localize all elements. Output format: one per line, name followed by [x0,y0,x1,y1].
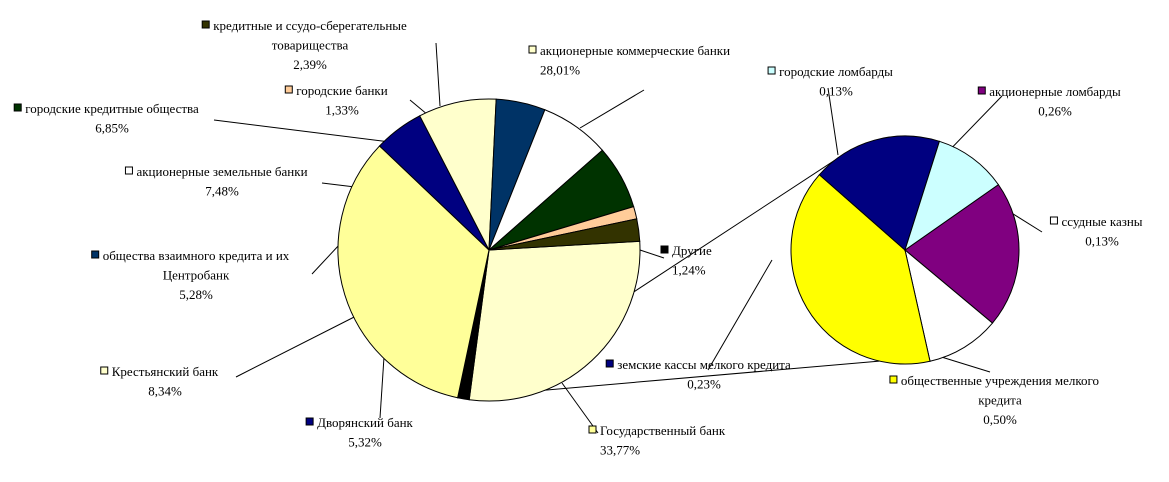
main-slice-кредитные-и-ссудо-сберегательные [488,218,641,251]
main-value-городские-банки: 1,33% [325,103,359,118]
secondary-leader-общественные-учреждения-мелкого [934,354,991,373]
main-value-общества-взаимного-кредита-и-их: 5,28% [179,287,213,302]
main-label-городские-банки: городские банки [296,83,387,98]
secondary-label-общественные-учреждения-мелкого: кредита [978,393,1022,408]
main-slice-акционерные-коммерческие-банки [468,240,641,402]
main-slice-государственный-банк [337,145,490,399]
main-value-государственный-банк: 33,77% [600,443,640,458]
main-value-крестьянский-банк: 8,34% [148,384,182,399]
secondary-leader-земские-кассы-мелкого-кредита [707,259,773,371]
main-value-дворянский-банк: 5,32% [348,435,382,450]
main-swatch-дворянский-банк [305,417,314,426]
main-label-акционерные-коммерческие-банки: акционерные коммерческие банки [540,43,730,58]
main-leader-акционерные-коммерческие-банки [579,89,645,129]
secondary-pie [790,135,1020,365]
secondary-label-ссудные-казны: ссудные казны [1061,214,1142,229]
main-swatch-крестьянский-банк [100,366,109,375]
main-leader-акционерные-земельные-банки [321,182,356,188]
main-label-кредитные-и-ссудо-сберегательные: кредитные и ссудо-сберегательные [213,18,407,33]
secondary-label-земские-кассы-мелкого-кредита: земские кассы мелкого кредита [617,357,791,372]
secondary-swatch-общественные-учреждения-мелкого [889,375,898,384]
secondary-value-акционерные-ломбарды: 0,26% [1038,104,1072,119]
main-label-другие: Другие [672,243,712,258]
main-label-дворянский-банк: Дворянский банк [317,415,413,430]
main-leader-городские-кредитные-общества [213,119,399,144]
main-leader-крестьянский-банк [235,309,369,378]
secondary-slice-городские-ломбарды [904,140,1000,252]
secondary-label-общественные-учреждения-мелкого: общественные учреждения мелкого [901,373,1099,388]
main-leader-городские-банки [409,99,429,116]
secondary-slice-общественные-учреждения-мелкого [790,174,931,365]
main-swatch-городские-банки [284,85,293,94]
data-labels: акционерные коммерческие банки 28,01% Друг… [13,18,1143,458]
main-swatch-городские-кредитные-общества [13,103,22,112]
secondary-leader-городские-ломбарды [827,87,839,156]
main-leader-общества-взаимного-кредита-и-их [311,243,341,275]
main-swatch-общества-взаимного-кредита-и-их [91,250,100,259]
secondary-value-земские-кассы-мелкого-кредита: 0,23% [687,377,721,392]
secondary-slice-земские-кассы-мелкого-кредита [818,135,941,251]
main-leader-кредитные-и-ссудо-сберегательные [435,42,441,107]
main-label-городские-кредитные-общества: городские кредитные общества [25,101,199,116]
main-label-общества-взаимного-кредита-и-их: общества взаимного кредита и их [103,248,290,263]
main-swatch-государственный-банк [588,425,597,434]
main-label-крестьянский-банк: Крестьянский банк [112,364,219,379]
main-label-кредитные-и-ссудо-сберегательные: товарищества [272,38,349,53]
main-leader-дворянский-банк [379,356,385,419]
main-leader-государственный-банк [561,382,599,434]
main-label-государственный-банк: Государственный банк [600,423,726,438]
secondary-leader-ссудные-казны [1009,211,1043,233]
main-pie [337,98,641,402]
leader-lines [213,42,1043,434]
main-value-акционерные-земельные-банки: 7,48% [205,184,239,199]
secondary-value-общественные-учреждения-мелкого: 0,50% [983,412,1017,427]
secondary-value-городские-ломбарды: 0,13% [819,84,853,99]
main-value-кредитные-и-ссудо-сберегательные: 2,39% [293,57,327,72]
secondary-swatch-земские-кассы-мелкого-кредита [605,359,614,368]
main-label-акционерные-земельные-банки: акционерные земельные банки [136,164,307,179]
main-label-общества-взаимного-кредита-и-их: Центробанк [163,268,230,283]
main-value-другие: 1,24% [672,263,706,278]
secondary-swatch-городские-ломбарды [767,66,776,75]
secondary-slice-акционерные-ломбарды [904,183,1020,324]
secondary-label-городские-ломбарды: городские ломбарды [779,64,893,79]
main-swatch-акционерные-земельные-банки [124,166,133,175]
main-swatch-акционерные-коммерческие-банки [528,45,537,54]
main-swatch-кредитные-и-ссудо-сберегательные [201,20,210,29]
secondary-label-акционерные-ломбарды: акционерные ломбарды [989,84,1121,99]
main-value-городские-кредитные-общества: 6,85% [95,121,129,136]
secondary-swatch-акционерные-ломбарды [977,86,986,95]
main-swatch-другие [660,245,669,254]
secondary-slice-ссудные-казны [904,248,994,362]
main-leader-другие [639,249,665,259]
secondary-swatch-ссудные-казны [1049,216,1058,225]
secondary-value-ссудные-казны: 0,13% [1085,234,1119,249]
main-value-акционерные-коммерческие-банки: 28,01% [540,63,580,78]
